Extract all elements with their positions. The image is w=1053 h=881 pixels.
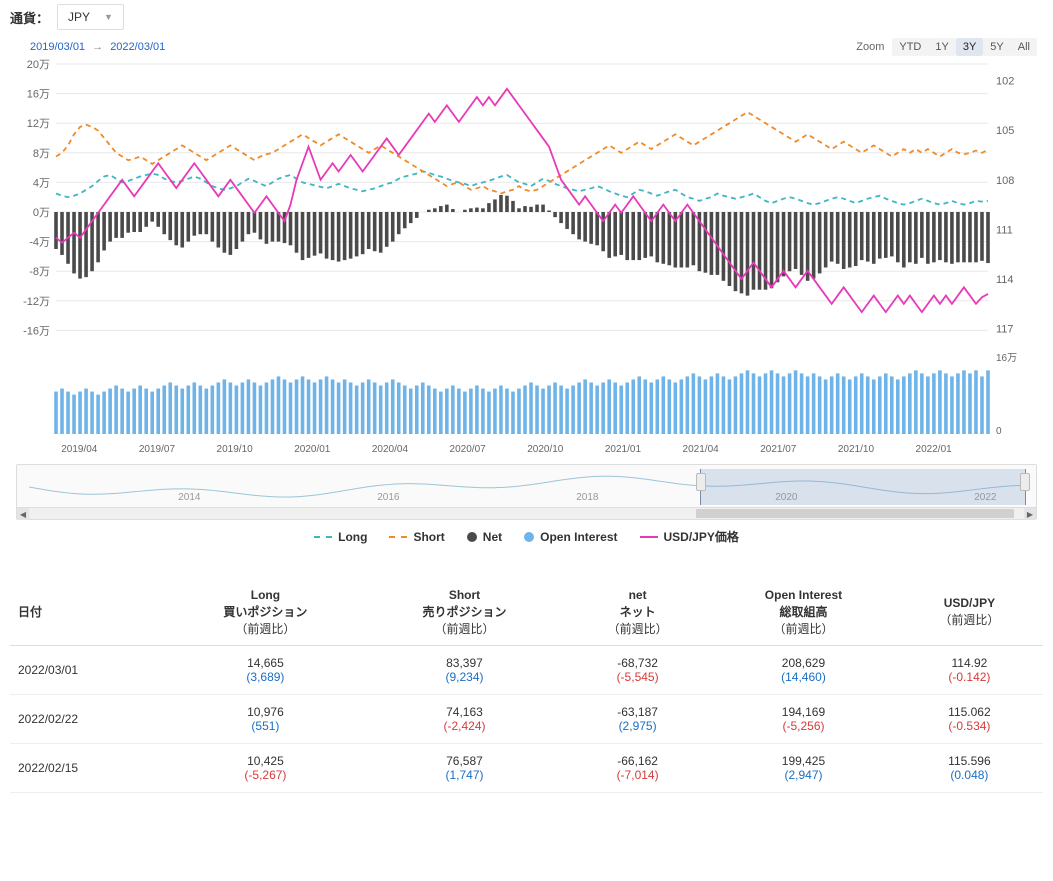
svg-text:2021/01: 2021/01: [605, 444, 642, 455]
legend: Long Short Net Open Interest USD/JPY価格: [10, 520, 1043, 555]
svg-text:0万: 0万: [33, 207, 50, 219]
svg-text:2021/10: 2021/10: [838, 444, 875, 455]
zoom-controls: Zoom YTD1Y3Y5YAll: [856, 38, 1037, 56]
arrow-icon: →: [92, 41, 103, 53]
svg-text:20万: 20万: [27, 59, 50, 71]
cell-short: 76,587(1,747): [365, 744, 564, 793]
table-header: Open Interest総取組高（前週比）: [711, 579, 896, 646]
svg-text:2019/04: 2019/04: [61, 444, 98, 455]
zoom-btn-all[interactable]: All: [1011, 38, 1037, 56]
zoom-btn-5y[interactable]: 5Y: [983, 38, 1010, 56]
legend-label: Net: [483, 530, 502, 544]
navigator[interactable]: 20142016201820202022 ◀ ▶: [16, 464, 1037, 520]
currency-value: JPY: [68, 10, 90, 24]
legend-item[interactable]: USD/JPY価格: [640, 528, 739, 545]
svg-text:8万: 8万: [33, 148, 50, 160]
legend-label: Long: [338, 530, 367, 544]
svg-text:16万: 16万: [27, 89, 50, 101]
zoom-btn-3y[interactable]: 3Y: [956, 38, 983, 56]
legend-item[interactable]: Short: [389, 528, 444, 545]
legend-item[interactable]: Long: [314, 528, 367, 545]
zoom-label: Zoom: [856, 41, 884, 53]
svg-text:117: 117: [996, 324, 1014, 336]
nav-scroll-thumb[interactable]: [696, 509, 1014, 518]
svg-text:2020/01: 2020/01: [294, 444, 331, 455]
svg-text:-4万: -4万: [29, 237, 50, 249]
currency-label: 通貨：: [10, 8, 49, 27]
main-chart[interactable]: -16万 -12万 -8万 -4万 0万 4万 8万 12万 16万 20万 102 105 108 11…: [10, 58, 1043, 458]
table-header: Short売りポジション（前週比）: [365, 579, 564, 646]
svg-text:16万: 16万: [996, 353, 1017, 364]
table-header: USD/JPY（前週比）: [896, 579, 1043, 646]
cell-net: -68,732(-5,545): [564, 646, 711, 695]
currency-select[interactable]: JPY ▼: [57, 4, 124, 30]
table-row: 2022/03/01 14,665(3,689) 83,397(9,234) -…: [10, 646, 1043, 695]
svg-text:12万: 12万: [27, 118, 50, 130]
cell-long: 10,976(551): [166, 695, 365, 744]
svg-text:0: 0: [996, 426, 1002, 437]
nav-scroll-track[interactable]: [29, 508, 1024, 519]
cell-price: 114.92(-0.142): [896, 646, 1043, 695]
cell-short: 83,397(9,234): [365, 646, 564, 695]
cell-date: 2022/03/01: [10, 646, 166, 695]
svg-text:2021/07: 2021/07: [760, 444, 797, 455]
date-from-link[interactable]: 2019/03/01: [30, 41, 85, 53]
cell-price: 115.596(0.048): [896, 744, 1043, 793]
svg-text:-16万: -16万: [23, 325, 50, 337]
cell-date: 2022/02/22: [10, 695, 166, 744]
cell-oi: 199,425(2,947): [711, 744, 896, 793]
svg-text:111: 111: [996, 224, 1013, 236]
cell-net: -66,162(-7,014): [564, 744, 711, 793]
data-table: 日付Long買いポジション（前週比）Short売りポジション（前週比）netネッ…: [10, 579, 1043, 793]
svg-text:114: 114: [996, 274, 1014, 286]
cell-long: 14,665(3,689): [166, 646, 365, 695]
nav-scroll-left[interactable]: ◀: [17, 508, 29, 520]
table-row: 2022/02/22 10,976(551) 74,163(-2,424) -6…: [10, 695, 1043, 744]
nav-handle-right[interactable]: [1020, 473, 1030, 491]
cell-oi: 208,629(14,460): [711, 646, 896, 695]
table-header: Long買いポジション（前週比）: [166, 579, 365, 646]
cell-price: 115.062(-0.534): [896, 695, 1043, 744]
svg-text:2020/07: 2020/07: [450, 444, 487, 455]
zoom-btn-ytd[interactable]: YTD: [892, 38, 928, 56]
svg-text:2022/01: 2022/01: [916, 444, 953, 455]
legend-label: Short: [413, 530, 444, 544]
svg-text:2021/04: 2021/04: [683, 444, 720, 455]
svg-text:2019/07: 2019/07: [139, 444, 176, 455]
nav-scroll-right[interactable]: ▶: [1024, 508, 1036, 520]
svg-text:2019/10: 2019/10: [217, 444, 254, 455]
svg-text:-8万: -8万: [29, 266, 50, 278]
cell-date: 2022/02/15: [10, 744, 166, 793]
svg-text:4万: 4万: [33, 177, 50, 189]
chevron-down-icon: ▼: [104, 12, 113, 22]
cell-oi: 194,169(-5,256): [711, 695, 896, 744]
date-to-link[interactable]: 2022/03/01: [110, 41, 165, 53]
nav-handle-left[interactable]: [696, 473, 706, 491]
legend-item[interactable]: Net: [467, 528, 502, 545]
table-header: 日付: [10, 579, 166, 646]
svg-text:-12万: -12万: [23, 296, 50, 308]
table-header: netネット（前週比）: [564, 579, 711, 646]
cell-short: 74,163(-2,424): [365, 695, 564, 744]
legend-label: Open Interest: [540, 530, 617, 544]
svg-text:2020/04: 2020/04: [372, 444, 409, 455]
cell-net: -63,187(2,975): [564, 695, 711, 744]
svg-text:102: 102: [996, 76, 1014, 88]
svg-text:2020/10: 2020/10: [527, 444, 564, 455]
zoom-btn-1y[interactable]: 1Y: [928, 38, 955, 56]
cell-long: 10,425(-5,267): [166, 744, 365, 793]
legend-label: USD/JPY価格: [664, 528, 739, 545]
legend-item[interactable]: Open Interest: [524, 528, 617, 545]
svg-text:105: 105: [996, 125, 1014, 137]
table-row: 2022/02/15 10,425(-5,267) 76,587(1,747) …: [10, 744, 1043, 793]
svg-text:108: 108: [996, 175, 1014, 187]
